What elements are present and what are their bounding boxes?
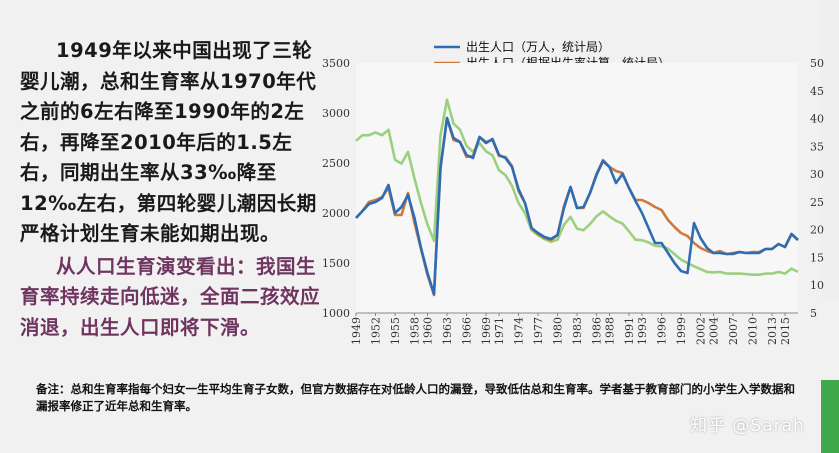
x-tick-label: 1996	[656, 317, 669, 345]
side-stripe-accent	[821, 380, 839, 453]
x-tick-label: 1983	[571, 317, 584, 345]
x-tick-label: 2002	[695, 317, 708, 345]
x-tick-label: 1952	[370, 317, 383, 345]
side-stripe-top	[821, 0, 839, 300]
y-left-tick-label: 1500	[322, 257, 350, 270]
y-right-tick-label: 40	[810, 113, 824, 126]
x-tick-label: 1980	[552, 317, 565, 345]
x-tick-label: 1966	[461, 317, 474, 345]
x-tick-label: 1958	[409, 317, 422, 345]
y-right-tick-label: 15	[810, 251, 824, 264]
series-line-1	[355, 116, 799, 296]
legend-label-1: 出生人口（万人，统计局）	[466, 40, 610, 54]
y-left-tick-label: 3500	[322, 57, 350, 70]
conclusion-paragraph: 从人口生育演变看出：我国生育率持续走向低迷，全面二孩效应消退，出生人口即将下滑。	[20, 254, 321, 339]
x-tick-label: 2010	[747, 317, 760, 345]
x-tick-label: 2004	[708, 317, 721, 345]
x-tick-label: 2013	[766, 317, 779, 345]
chart-series	[355, 98, 799, 297]
x-tick-label: 1960	[422, 317, 435, 345]
plot-area	[356, 63, 798, 313]
y-right-tick-label: 50	[810, 57, 824, 70]
x-tick-label: 1991	[623, 317, 636, 345]
y-left-tick-label: 2500	[322, 157, 350, 170]
footnote: 备注：总和生育率指每个妇女一生平均生育子女数，但官方数据存在对低龄人口的漏登，导…	[36, 382, 795, 413]
watermark: 知乎 @Sarah	[690, 416, 805, 436]
y-right-tick-label: 35	[810, 140, 824, 153]
y-right-tick-label: 10	[810, 279, 824, 292]
x-tick-label: 1988	[604, 317, 617, 345]
x-tick-label: 1974	[513, 317, 526, 345]
x-tick-label: 1993	[636, 317, 649, 345]
x-tick-label: 1977	[532, 317, 545, 345]
y-left-tick-label: 2000	[322, 207, 350, 220]
y-right-tick-label: 5	[810, 307, 817, 320]
summary-text-block: 1949年以来中国出现了三轮婴儿潮，总和生育率从1970年代之前的6左右降至19…	[20, 36, 320, 343]
x-tick-label: 1963	[441, 317, 454, 345]
x-tick-label: 1969	[480, 317, 493, 345]
y-right-tick-label: 45	[810, 85, 824, 98]
summary-paragraph: 1949年以来中国出现了三轮婴儿潮，总和生育率从1970年代之前的6左右降至19…	[20, 39, 317, 245]
y-right-tick-label: 25	[810, 196, 824, 209]
y-right-tick-label: 20	[810, 224, 824, 237]
x-tick-label: 1999	[675, 317, 688, 345]
y-left-tick-label: 1000	[322, 307, 350, 320]
y-right-tick-label: 30	[810, 168, 824, 181]
x-tick-label: 1971	[493, 317, 506, 345]
y-left-tick-label: 3000	[322, 107, 350, 120]
x-tick-label: 1986	[591, 317, 604, 345]
x-tick-label: 2007	[727, 317, 740, 345]
series-line-3	[355, 98, 799, 277]
x-tick-label: 1955	[389, 317, 402, 345]
x-tick-label: 1949	[350, 317, 363, 345]
chart-axes: 1000 1500 2000 2500 3000 3500 5 10 15 20 25 30 35 40 4…	[322, 57, 824, 345]
x-tick-label: 2015	[779, 317, 792, 345]
